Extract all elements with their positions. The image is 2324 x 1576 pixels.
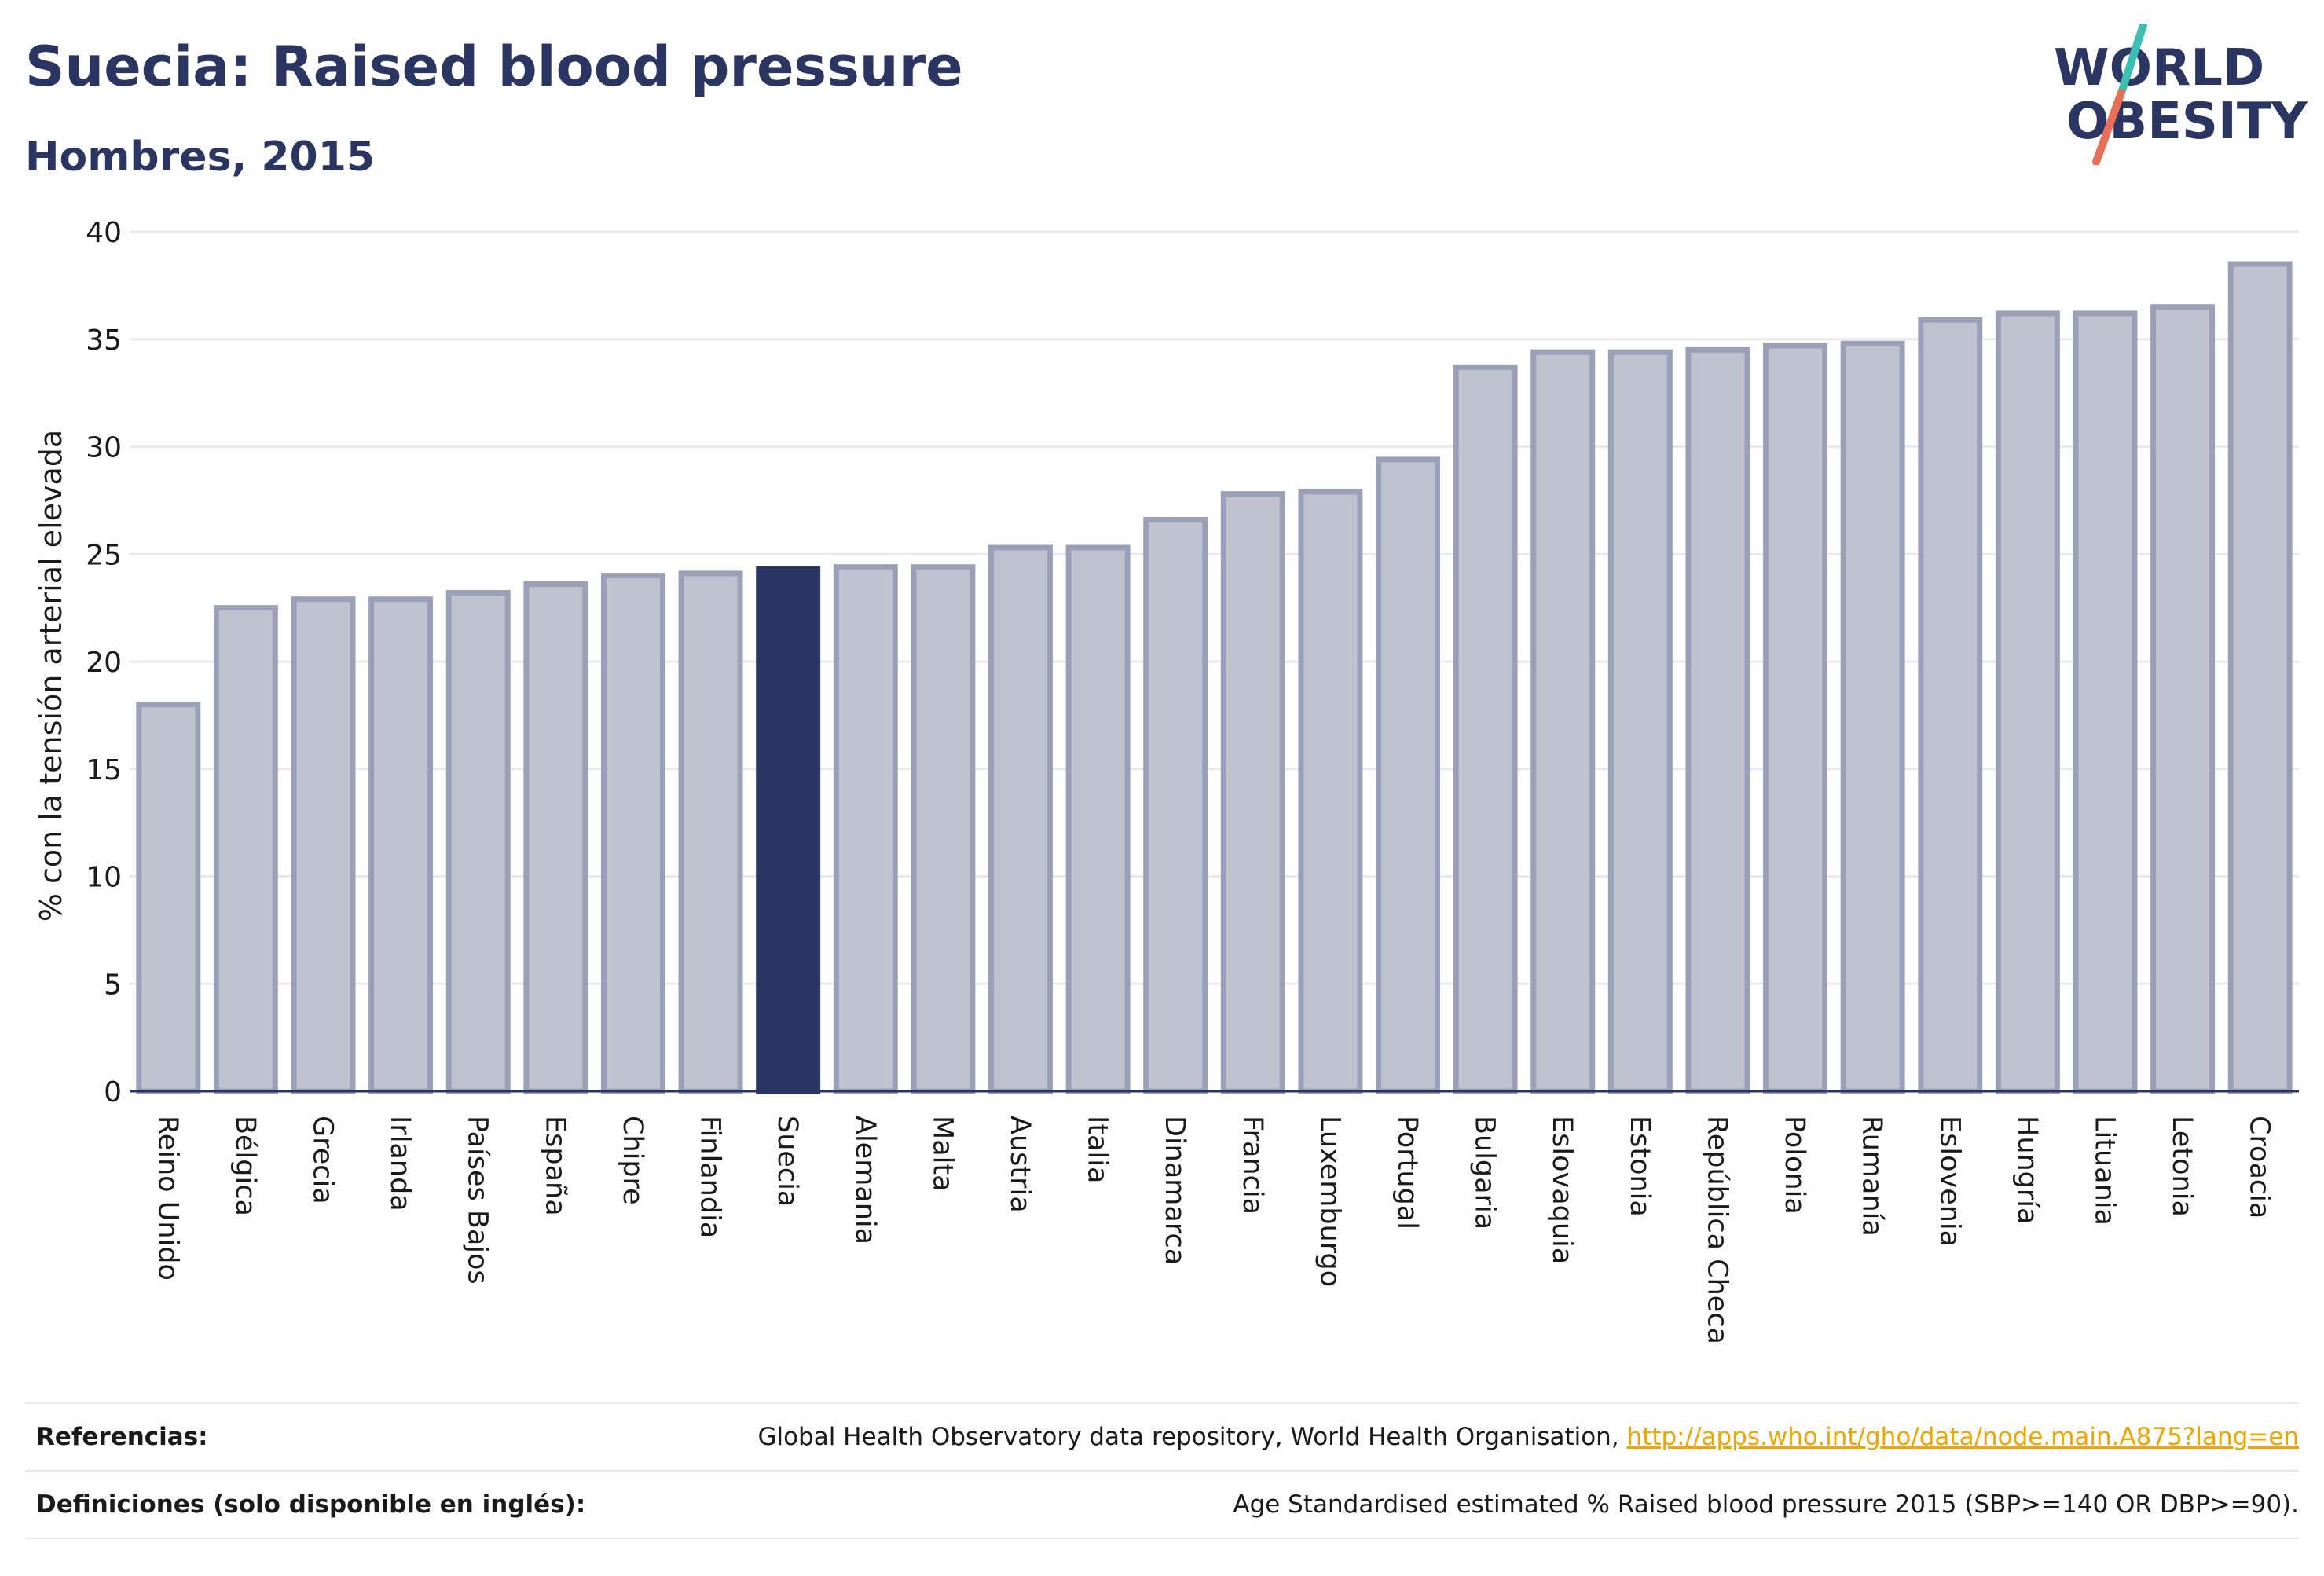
bar — [1065, 544, 1131, 1094]
y-tick-labels: 0 5 10 15 20 25 30 35 40 — [86, 217, 122, 1109]
x-tick-label: República Checa — [1701, 1116, 1732, 1344]
x-tick-label: Polonia — [1779, 1116, 1810, 1215]
bar — [1143, 516, 1208, 1094]
bar — [600, 573, 665, 1094]
logo-slash-bottom — [2092, 89, 2125, 165]
y-tick-label: 40 — [86, 217, 122, 249]
y-tick-label: 20 — [86, 647, 122, 679]
logo-word-world: WORLD — [2054, 39, 2264, 97]
references-text: Global Health Observatory data repositor… — [757, 1423, 1627, 1451]
x-tick-labels: Reino Unido Bélgica Grecia Irlanda Países Ba… — [152, 1116, 2275, 1344]
y-axis-label: % con la tensión arterial elevada — [34, 430, 68, 922]
x-tick-label: Bélgica — [229, 1116, 261, 1216]
bar — [368, 596, 434, 1094]
bar — [756, 566, 821, 1094]
x-tick-label: Hungría — [2011, 1116, 2043, 1224]
bar — [523, 581, 588, 1094]
x-tick-label: Estonia — [1624, 1116, 1655, 1217]
definitions-text: Age Standardised estimated % Raised bloo… — [1233, 1490, 2299, 1519]
bar — [1376, 456, 1440, 1094]
bar — [1918, 317, 1983, 1094]
x-tick-label: Malta — [926, 1116, 958, 1192]
bar — [1995, 310, 2060, 1094]
x-tick-label: Lituania — [2088, 1116, 2120, 1226]
y-tick-label: 5 — [104, 969, 122, 1001]
footer: Referencias: Global Health Observatory d… — [25, 1402, 2299, 1539]
y-tick-label: 10 — [86, 862, 122, 894]
bar — [445, 589, 511, 1094]
x-tick-label: Italia — [1082, 1116, 1113, 1183]
bar — [1530, 349, 1596, 1094]
y-tick-label: 25 — [86, 539, 122, 571]
x-tick-label: Dinamarca — [1159, 1116, 1190, 1265]
definitions-label: Definiciones (solo disponible en inglés)… — [36, 1490, 586, 1519]
x-tick-label: Grecia — [307, 1116, 339, 1204]
x-tick-label: Eslovenia — [1934, 1116, 1965, 1247]
bar — [1840, 340, 1905, 1094]
bar — [1685, 346, 1750, 1094]
references-row: Referencias: Global Health Observatory d… — [25, 1402, 2299, 1470]
bar — [833, 564, 898, 1094]
logo-slash-top — [2117, 24, 2147, 97]
x-tick-label: Eslovaquia — [1546, 1116, 1578, 1264]
x-tick-label: Letonia — [2166, 1116, 2198, 1217]
bar — [988, 544, 1053, 1094]
x-tick-label: Rumanía — [1857, 1116, 1888, 1237]
bar — [911, 564, 976, 1094]
x-tick-label: Portugal — [1391, 1116, 1423, 1230]
y-tick-label: 0 — [104, 1076, 122, 1109]
x-tick-label: Luxemburgo — [1314, 1116, 1345, 1287]
world-obesity-logo: WORLD OBESITY — [2054, 24, 2308, 165]
x-tick-label: España — [539, 1116, 570, 1216]
references-link[interactable]: http://apps.who.int/gho/data/node.main.A… — [1626, 1423, 2299, 1451]
y-tick-label: 30 — [86, 432, 122, 464]
bar — [136, 702, 201, 1094]
x-tick-label: Finlandia — [695, 1116, 726, 1238]
x-tick-label: Suecia — [772, 1116, 803, 1207]
bars — [136, 261, 2293, 1094]
y-tick-label: 35 — [86, 324, 122, 357]
x-tick-label: Croacia — [2244, 1116, 2275, 1219]
x-tick-label: Francia — [1237, 1116, 1268, 1215]
bar — [2073, 310, 2138, 1094]
bar — [213, 605, 278, 1094]
chart-title: Suecia: Raised blood pressure — [25, 35, 963, 99]
x-tick-label: Reino Unido — [152, 1116, 183, 1281]
bar — [1220, 491, 1285, 1094]
x-tick-label: Irlanda — [384, 1116, 416, 1211]
bar — [1298, 489, 1363, 1094]
references-label: Referencias: — [36, 1423, 208, 1451]
bar — [2227, 261, 2293, 1094]
bar — [678, 570, 743, 1094]
bar — [1453, 364, 1518, 1094]
y-tick-label: 15 — [86, 754, 122, 786]
x-tick-label: Países Bajos — [462, 1116, 493, 1285]
bar — [1763, 343, 1828, 1094]
bar — [1607, 349, 1673, 1094]
x-tick-label: Alemania — [849, 1116, 881, 1244]
bar — [291, 596, 356, 1094]
bar — [2150, 304, 2216, 1094]
x-tick-label: Austria — [1004, 1116, 1036, 1213]
chart-subtitle: Hombres, 2015 — [25, 134, 376, 181]
x-tick-label: Bulgaria — [1469, 1116, 1501, 1230]
x-tick-label: Chipre — [617, 1116, 648, 1205]
references-value: Global Health Observatory data repositor… — [757, 1423, 2299, 1451]
bar-chart: 0 5 10 15 20 25 30 35 40 Reino Unido Bélgica Greci… — [34, 217, 2299, 1344]
definitions-row: Definiciones (solo disponible en inglés)… — [25, 1470, 2299, 1539]
